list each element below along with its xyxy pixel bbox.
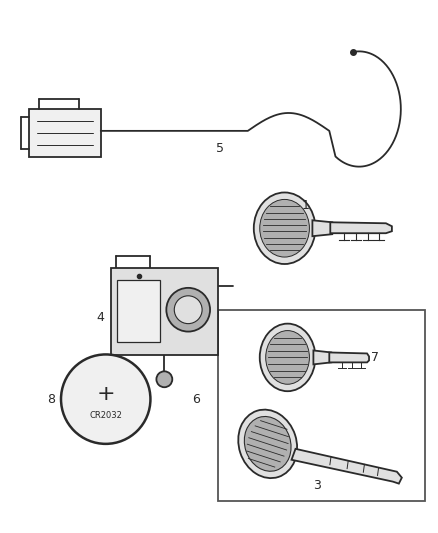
Text: CR2032: CR2032: [89, 410, 122, 419]
Polygon shape: [330, 222, 392, 233]
Text: 1: 1: [301, 199, 309, 212]
Bar: [117, 280, 160, 342]
Text: 6: 6: [192, 393, 200, 406]
Ellipse shape: [244, 416, 291, 471]
Ellipse shape: [238, 410, 297, 478]
Text: 4: 4: [97, 311, 105, 324]
Text: 5: 5: [216, 142, 224, 155]
Bar: [111, 268, 218, 356]
Polygon shape: [292, 449, 402, 483]
Text: 3: 3: [314, 479, 321, 492]
Text: 7: 7: [371, 351, 379, 364]
Ellipse shape: [260, 199, 309, 257]
Polygon shape: [314, 351, 331, 365]
Circle shape: [61, 354, 150, 444]
Circle shape: [174, 296, 202, 324]
Ellipse shape: [260, 324, 315, 391]
Polygon shape: [312, 220, 332, 236]
Ellipse shape: [266, 330, 309, 384]
Circle shape: [166, 288, 210, 332]
Circle shape: [156, 372, 172, 387]
Ellipse shape: [254, 192, 315, 264]
Text: 8: 8: [47, 393, 55, 406]
Text: +: +: [96, 384, 115, 404]
Polygon shape: [329, 352, 369, 362]
Bar: [29, 109, 101, 157]
Bar: [218, 310, 425, 500]
